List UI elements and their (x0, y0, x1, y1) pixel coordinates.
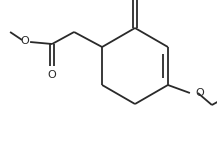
Text: O: O (21, 36, 30, 46)
Text: O: O (48, 70, 56, 80)
Text: O: O (195, 88, 204, 98)
